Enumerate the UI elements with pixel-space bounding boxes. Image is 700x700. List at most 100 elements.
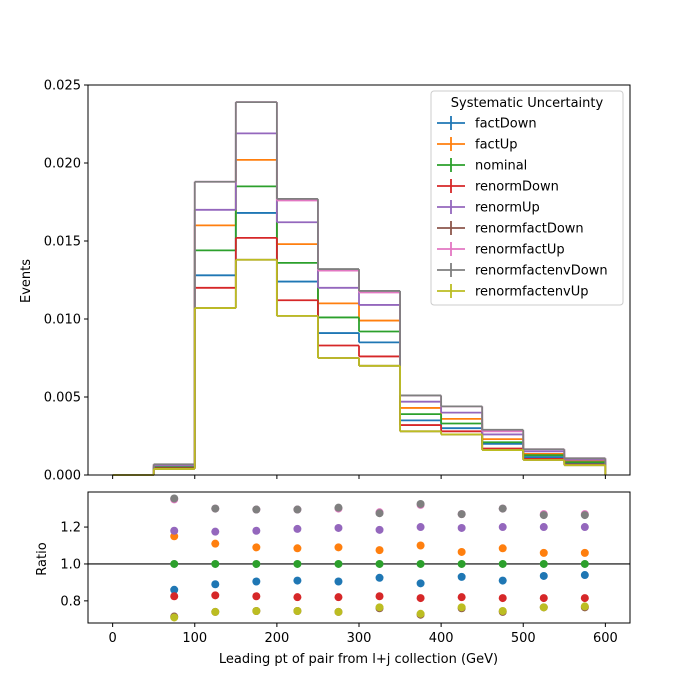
ratio-point-renormfactenvUp xyxy=(170,613,179,622)
legend-entry-renormfactUp: renormfactUp xyxy=(437,242,565,258)
ratio-point-factDown xyxy=(580,571,589,580)
ratio-point-renormUp xyxy=(252,526,261,535)
ratio-y-axis-label: Ratio xyxy=(35,542,50,575)
ratio-point-renormfactenvDown xyxy=(211,504,220,513)
ratio-point-renormUp xyxy=(211,527,220,536)
ratio-point-renormfactenvUp xyxy=(334,607,343,616)
legend-entry-factDown: factDown xyxy=(437,116,537,132)
ratio-point-renormDown xyxy=(416,594,425,603)
ratio-point-renormfactenvUp xyxy=(498,607,507,616)
ratio-point-nominal xyxy=(457,559,466,568)
x-tick-label: 200 xyxy=(264,631,289,646)
ratio-point-renormDown xyxy=(580,594,589,603)
ratio-point-factDown xyxy=(539,571,548,580)
ratio-point-nominal xyxy=(580,559,589,568)
ratio-point-nominal xyxy=(375,559,384,568)
ratio-point-factUp xyxy=(498,544,507,553)
ratio-point-factUp xyxy=(334,543,343,552)
ratio-series-renormUp xyxy=(170,523,589,536)
ratio-point-renormUp xyxy=(293,524,302,533)
ratio-point-factDown xyxy=(416,579,425,588)
ratio-point-renormUp xyxy=(580,523,589,532)
main-y-tick-label: 0.020 xyxy=(44,157,81,172)
ratio-point-renormDown xyxy=(334,593,343,602)
ratio-point-renormfactenvDown xyxy=(170,494,179,503)
x-tick-label: 500 xyxy=(511,631,536,646)
ratio-point-renormfactenvDown xyxy=(457,510,466,519)
ratio-point-renormfactenvDown xyxy=(293,505,302,514)
ratio-point-factDown xyxy=(170,585,179,594)
legend-label: nominal xyxy=(475,159,527,174)
legend-label: factUp xyxy=(475,138,518,153)
ratio-point-renormfactenvDown xyxy=(334,503,343,512)
ratio-point-factDown xyxy=(457,572,466,581)
ratio-y-tick-label: 1.2 xyxy=(60,521,81,536)
ratio-point-renormfactenvDown xyxy=(539,511,548,520)
ratio-point-renormfactenvDown xyxy=(375,509,384,518)
ratio-point-factUp xyxy=(580,548,589,557)
ratio-point-renormUp xyxy=(498,523,507,532)
ratio-point-factUp xyxy=(416,541,425,550)
ratio-point-renormDown xyxy=(498,594,507,603)
ratio-point-renormDown xyxy=(375,592,384,601)
main-y-tick-label: 0.025 xyxy=(44,79,81,94)
main-y-tick-label: 0.015 xyxy=(44,235,81,250)
legend-label: renormDown xyxy=(475,180,559,195)
ratio-plot: 0.8 1.0 1.2 0 100 200 300 400 500 600 xyxy=(60,491,631,646)
ratio-point-factUp xyxy=(539,548,548,557)
ratio-point-nominal xyxy=(334,559,343,568)
ratio-point-factUp xyxy=(170,532,179,541)
ratio-point-renormDown xyxy=(293,593,302,602)
legend-entry-renormDown: renormDown xyxy=(437,179,559,195)
legend-entry-factUp: factUp xyxy=(437,137,518,153)
ratio-series-renormDown xyxy=(170,591,589,603)
ratio-point-renormfactenvUp xyxy=(252,607,261,616)
ratio-point-renormfactenvDown xyxy=(580,511,589,520)
ratio-point-renormfactenvDown xyxy=(498,504,507,513)
main-y-tick-label: 0.010 xyxy=(44,313,81,328)
legend-label: renormUp xyxy=(475,201,540,216)
ratio-point-renormfactenvDown xyxy=(416,499,425,508)
ratio-point-nominal xyxy=(416,559,425,568)
ratio-point-renormfactenvDown xyxy=(252,505,261,514)
main-y-axis-label: Events xyxy=(19,259,34,303)
legend-entry-renormfactDown: renormfactDown xyxy=(437,221,584,237)
ratio-point-nominal xyxy=(211,559,220,568)
ratio-series-nominal xyxy=(170,559,589,568)
ratio-point-factUp xyxy=(375,546,384,555)
ratio-point-renormUp xyxy=(416,523,425,532)
ratio-point-factDown xyxy=(498,576,507,585)
ratio-point-factUp xyxy=(293,544,302,553)
ratio-point-factDown xyxy=(334,577,343,586)
legend-title: Systematic Uncertainty xyxy=(451,96,604,111)
legend-entry-renormUp: renormUp xyxy=(437,200,540,216)
ratio-point-factUp xyxy=(252,543,261,552)
x-axis-label: Leading pt of pair from l+j collection (… xyxy=(219,652,498,667)
legend: Systematic Uncertainty factDown factUp nomi… xyxy=(430,90,624,306)
main-plot: 0.000 0.005 0.010 0.015 0.020 0.025 xyxy=(44,79,631,484)
ratio-series-renormfactenvDown xyxy=(170,494,589,520)
ratio-y-tick-label: 1.0 xyxy=(60,557,81,572)
ratio-point-nominal xyxy=(293,559,302,568)
ratio-point-nominal xyxy=(498,559,507,568)
ratio-point-renormfactenvUp xyxy=(211,607,220,616)
ratio-point-renormfactenvUp xyxy=(457,603,466,612)
ratio-point-renormUp xyxy=(170,526,179,535)
ratio-point-factDown xyxy=(293,576,302,585)
ratio-point-factDown xyxy=(375,573,384,582)
legend-entry-renormfactenvUp: renormfactenvUp xyxy=(437,284,589,300)
ratio-point-renormDown xyxy=(252,592,261,601)
ratio-point-renormUp xyxy=(457,523,466,532)
ratio-point-nominal xyxy=(539,559,548,568)
ratio-point-renormfactenvUp xyxy=(580,602,589,611)
legend-label: renormfactenvDown xyxy=(475,264,608,279)
x-tick-label: 300 xyxy=(347,631,372,646)
ratio-point-renormUp xyxy=(539,523,548,532)
legend-label: renormfactDown xyxy=(475,222,584,237)
ratio-series-factUp xyxy=(170,532,589,557)
ratio-point-renormUp xyxy=(375,525,384,534)
x-tick-label: 0 xyxy=(108,631,116,646)
x-tick-label: 600 xyxy=(593,631,618,646)
ratio-point-renormfactenvUp xyxy=(375,603,384,612)
